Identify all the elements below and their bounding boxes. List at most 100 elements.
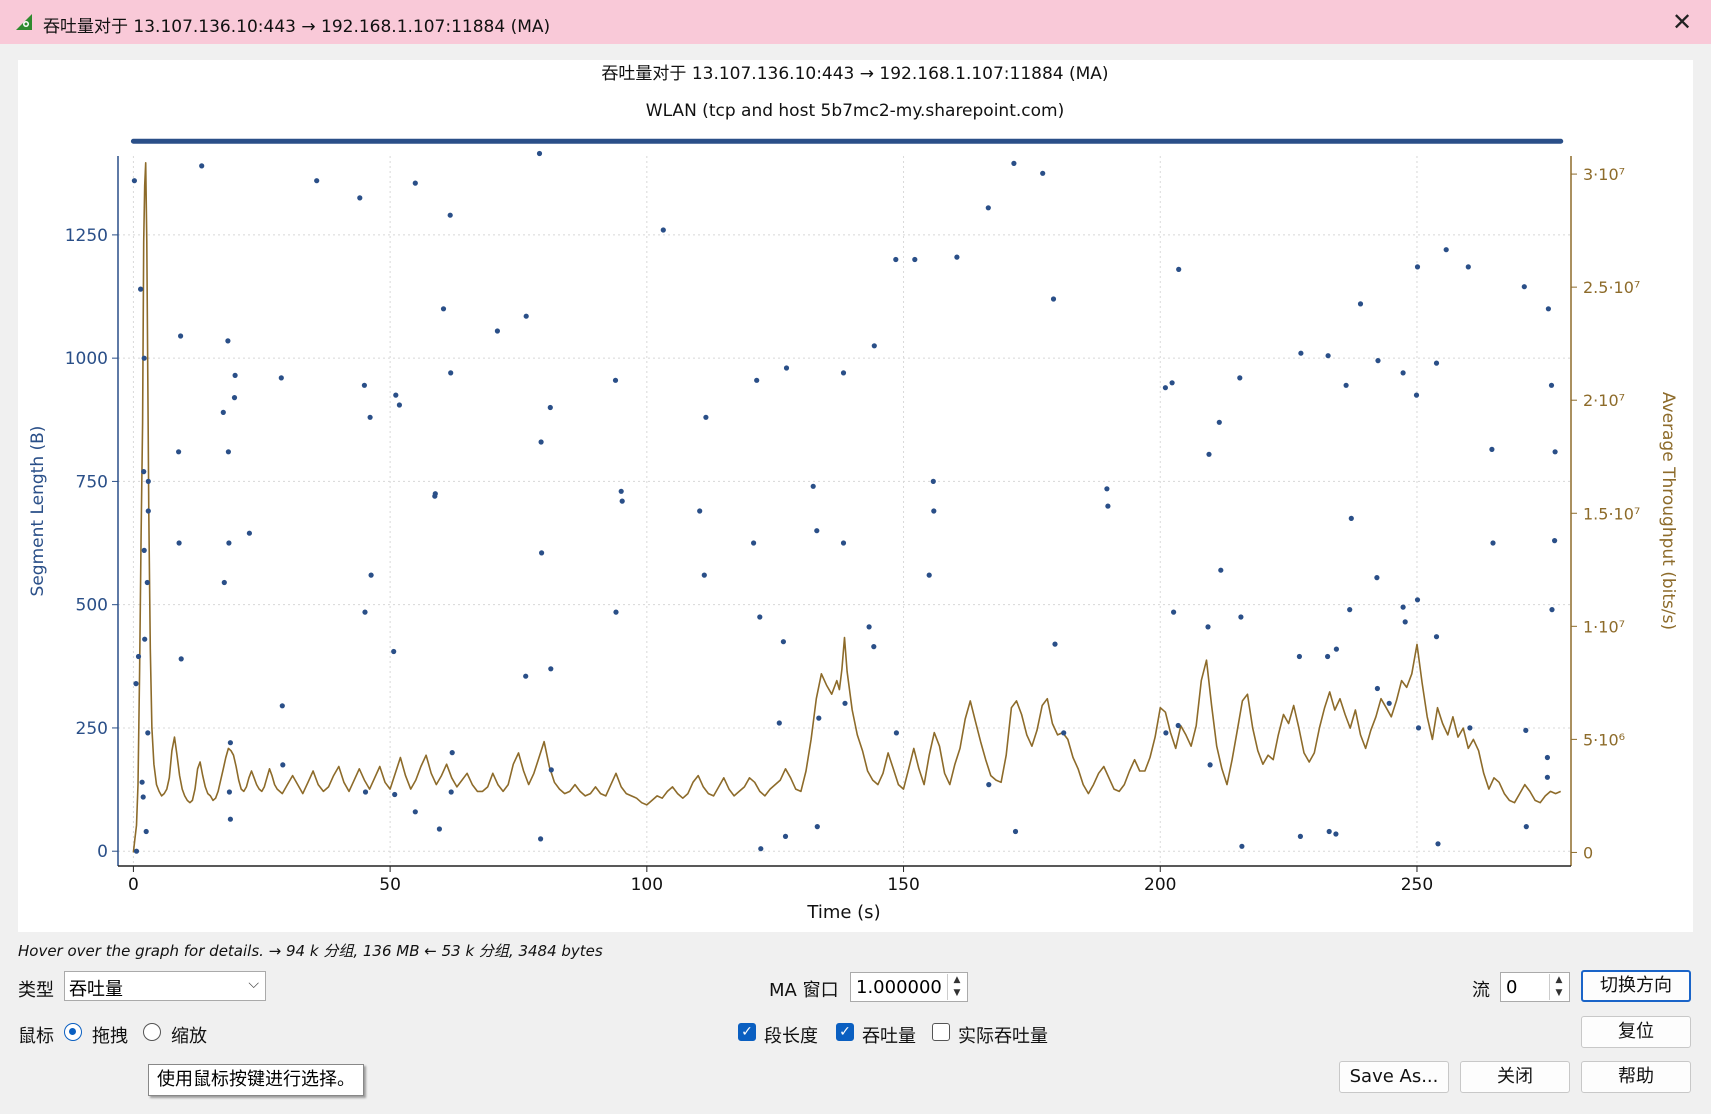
segment-point xyxy=(1205,624,1211,630)
segment-point xyxy=(783,365,790,371)
zoom-radio[interactable] xyxy=(143,1023,161,1041)
segment-point xyxy=(1489,446,1495,452)
spin-down-icon[interactable]: ▼ xyxy=(953,988,961,998)
help-button[interactable]: 帮助 xyxy=(1581,1061,1691,1093)
throughput-line xyxy=(132,162,1562,853)
segment-point xyxy=(1375,358,1381,364)
segment-point xyxy=(412,809,418,815)
spin-arrows[interactable]: ▲ ▼ xyxy=(947,974,966,1000)
segment-point xyxy=(314,178,320,184)
segment-point xyxy=(1297,833,1303,840)
throughput-label[interactable]: 吞吐量 xyxy=(862,1026,916,1047)
status-hint: Hover over the graph for details. → 94 k… xyxy=(18,942,603,960)
segment-point xyxy=(280,762,286,768)
segment-point xyxy=(985,205,991,211)
spin-up-icon[interactable]: ▲ xyxy=(1555,975,1563,985)
segment-point xyxy=(523,673,529,679)
segment-point xyxy=(494,328,500,334)
spin-down-icon[interactable]: ▼ xyxy=(1555,988,1563,998)
segment-point xyxy=(1523,727,1529,734)
y-right-tick-label: 0 xyxy=(1583,843,1593,862)
segment-point xyxy=(548,666,554,672)
segment-point xyxy=(220,409,226,415)
segment-point xyxy=(1433,634,1440,640)
x-tick-label: 50 xyxy=(379,875,401,895)
type-label: 类型 xyxy=(18,980,54,1001)
segment-point xyxy=(144,579,150,586)
segment-point xyxy=(1386,700,1392,706)
segment-length-label[interactable]: 段长度 xyxy=(764,1026,818,1047)
type-combobox-value: 吞吐量 xyxy=(69,979,123,1000)
segment-point xyxy=(176,449,182,455)
stream-value: 0 xyxy=(1506,977,1518,998)
y-axis-right-label: Average Throughput (bits/s) xyxy=(1658,392,1678,630)
save-as-button[interactable]: Save As... xyxy=(1339,1061,1449,1093)
segment-point xyxy=(448,370,454,376)
segment-length-series xyxy=(130,138,1564,854)
zoom-radio-label[interactable]: 缩放 xyxy=(171,1026,207,1047)
switch-direction-button[interactable]: 切换方向 xyxy=(1581,970,1691,1002)
goodput-checkbox[interactable] xyxy=(932,1023,950,1041)
segment-point xyxy=(432,491,438,497)
stream-spinbox[interactable]: 0 ▲ ▼ xyxy=(1500,972,1570,1002)
drag-radio[interactable] xyxy=(64,1023,82,1041)
segment-point xyxy=(412,180,418,186)
segment-point xyxy=(1216,419,1222,425)
segment-point xyxy=(1326,828,1332,835)
drag-radio-label[interactable]: 拖拽 xyxy=(92,1026,128,1047)
segment-point xyxy=(547,404,553,411)
segment-point xyxy=(758,846,764,852)
segment-point xyxy=(782,833,789,840)
segment-point xyxy=(1237,375,1243,381)
segment-point xyxy=(361,382,367,388)
segment-point xyxy=(1052,641,1058,647)
segment-point xyxy=(1163,730,1169,736)
segment-point xyxy=(1333,646,1339,652)
stream-spin-arrows[interactable]: ▲ ▼ xyxy=(1549,974,1568,1000)
y-right-tick-label: 2.5·10⁷ xyxy=(1583,278,1640,297)
spin-up-icon[interactable]: ▲ xyxy=(953,975,961,985)
close-window-icon[interactable]: ✕ xyxy=(1671,8,1693,36)
segment-point xyxy=(440,306,447,312)
goodput-label[interactable]: 实际吞吐量 xyxy=(958,1026,1048,1047)
graph-panel[interactable]: 吞吐量对于 13.107.136.10:443 → 192.168.1.107:… xyxy=(18,60,1693,932)
segment-point xyxy=(1548,382,1555,388)
segment-point xyxy=(1012,828,1019,835)
segment-point xyxy=(1415,725,1422,731)
ma-window-value: 1.000000 xyxy=(856,977,942,998)
segment-point xyxy=(1545,306,1551,312)
segment-point xyxy=(1544,754,1550,761)
close-button[interactable]: 关闭 xyxy=(1460,1061,1570,1093)
segment-point xyxy=(1011,160,1017,166)
segment-point xyxy=(1325,653,1331,660)
x-tick-label: 200 xyxy=(1144,875,1176,895)
segment-point xyxy=(1433,360,1440,366)
segment-point xyxy=(893,730,900,736)
segment-point xyxy=(1413,392,1420,398)
x-tick-label: 100 xyxy=(631,875,663,895)
segment-length-checkbox[interactable]: ✓ xyxy=(738,1023,756,1041)
reset-button[interactable]: 复位 xyxy=(1581,1016,1691,1048)
segment-point xyxy=(199,163,205,169)
segment-point xyxy=(447,212,453,218)
ma-window-spinbox[interactable]: 1.000000 ▲ ▼ xyxy=(850,972,968,1002)
segment-point xyxy=(523,313,529,319)
segment-point xyxy=(1414,597,1421,603)
segment-point xyxy=(133,681,139,687)
mouse-label: 鼠标 xyxy=(18,1026,54,1047)
segment-point xyxy=(226,540,232,546)
segment-point xyxy=(1552,449,1558,455)
segment-point xyxy=(139,779,145,785)
x-tick-label: 0 xyxy=(128,875,139,895)
throughput-chart[interactable]: 吞吐量对于 13.107.136.10:443 → 192.168.1.107:… xyxy=(18,60,1693,932)
segment-point xyxy=(1104,486,1110,492)
segment-point xyxy=(1400,370,1406,376)
segment-point xyxy=(279,703,285,709)
segment-point xyxy=(131,178,137,184)
type-combobox[interactable]: 吞吐量 ⌵ xyxy=(64,971,266,1001)
x-axis: 0 50 100 150 200 250 xyxy=(118,865,1571,895)
segment-point xyxy=(1040,170,1046,176)
segment-point xyxy=(751,540,757,546)
throughput-checkbox[interactable]: ✓ xyxy=(836,1023,854,1041)
